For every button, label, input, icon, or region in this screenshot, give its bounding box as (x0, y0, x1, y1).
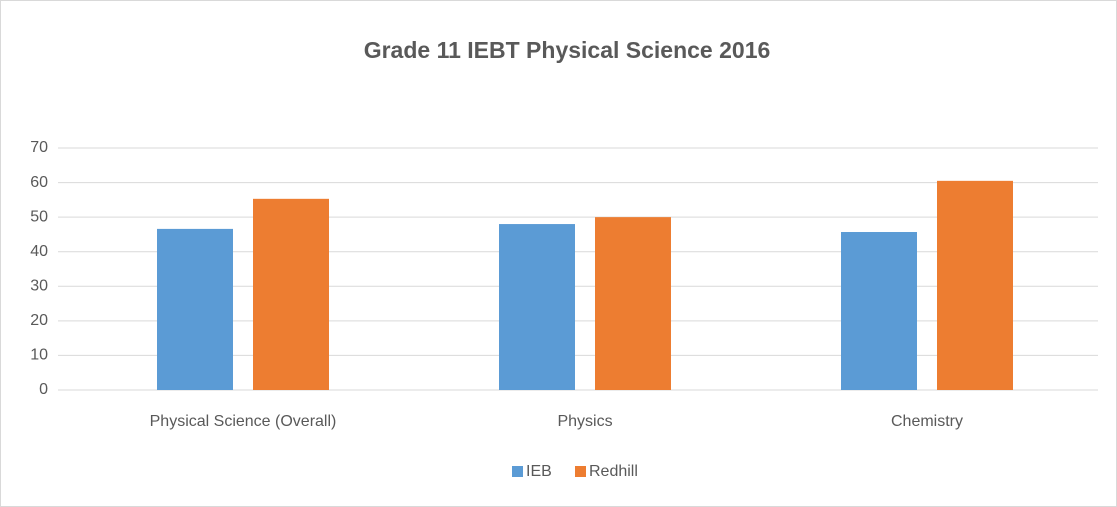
y-tick-label: 60 (30, 174, 48, 191)
bar (595, 217, 671, 390)
legend-label: Redhill (589, 463, 638, 480)
bar (499, 224, 575, 390)
y-tick-label: 70 (30, 139, 48, 156)
y-tick-label: 0 (39, 381, 48, 398)
y-tick-label: 20 (30, 312, 48, 329)
y-tick-label: 30 (30, 278, 48, 295)
bar (841, 232, 917, 390)
legend-label: IEB (526, 463, 552, 480)
x-tick-label: Physics (557, 413, 612, 430)
x-tick-label: Physical Science (Overall) (150, 413, 337, 430)
x-tick-label: Chemistry (891, 413, 963, 430)
y-tick-label: 40 (30, 243, 48, 260)
bar (253, 198, 329, 390)
y-tick-label: 50 (30, 208, 48, 225)
bar (937, 180, 1013, 390)
bar (157, 228, 233, 390)
legend-swatch (575, 466, 586, 477)
legend-swatch (512, 466, 523, 477)
y-tick-label: 10 (30, 347, 48, 364)
chart-title: Grade 11 IEBT Physical Science 2016 (364, 37, 771, 63)
